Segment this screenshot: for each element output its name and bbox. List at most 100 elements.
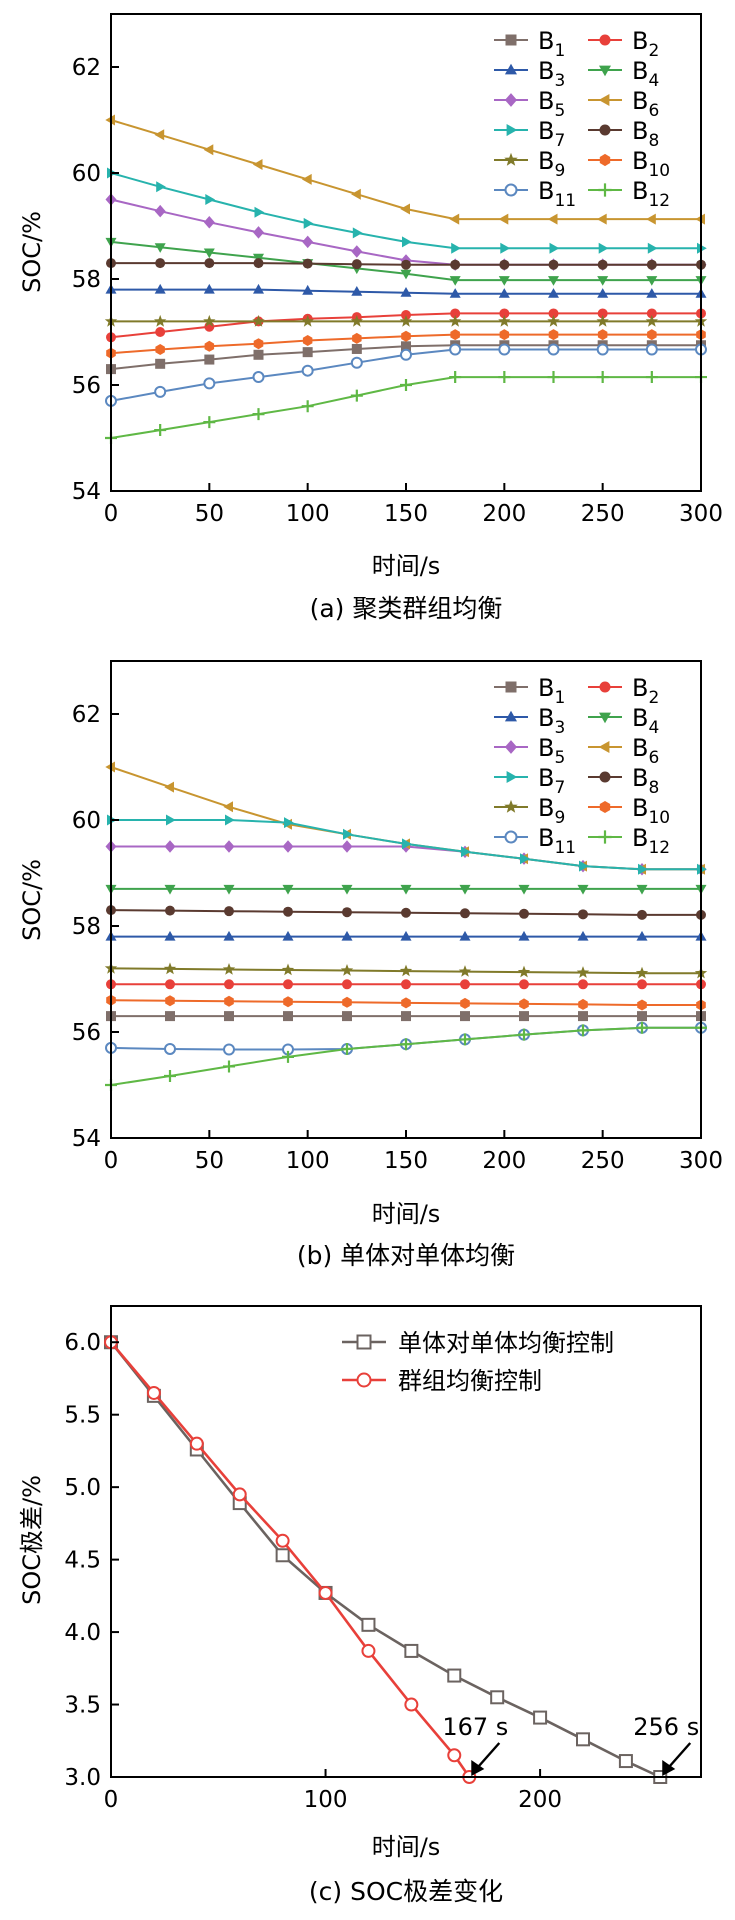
legend-item-B3: B3 [494,57,565,91]
legend-item-B5: B5 [494,87,565,121]
legend-label-sub: 10 [648,808,670,828]
data-point [400,348,412,361]
legend-label: B6 [632,87,659,121]
legend-label: B10 [632,794,670,828]
y-tick-label: 5.0 [64,1475,101,1501]
data-point [490,1690,505,1705]
legend-label: B10 [632,147,670,181]
y-tick-label: 58 [72,914,101,940]
data-point [282,884,294,895]
y-tick-label: 56 [72,373,101,399]
data-point [275,1548,290,1563]
series-B6 [105,114,705,225]
data-point [253,338,264,350]
data-point [647,242,658,254]
legend-marker [599,34,611,46]
data-point [342,979,352,990]
legend-label: B9 [538,794,565,828]
data-point [282,930,294,941]
legend-label-base: B [632,704,648,732]
legend-marker [504,152,518,166]
data-point [459,884,471,895]
data-point [638,863,648,875]
data-point [498,314,511,327]
legend-label: B2 [632,27,659,61]
data-point [164,930,176,941]
data-point [146,1385,161,1400]
legend-marker [504,830,518,844]
legend-label-base: B [632,147,648,175]
series-单体对单体均衡控制 [104,1335,668,1784]
series-B10 [106,994,706,1011]
y-tick-label: 3.0 [64,1765,101,1791]
annotation-arrow-shaft [475,1742,501,1770]
data-point [341,930,353,941]
data-point [520,853,530,865]
y-tick-label: 56 [72,1020,101,1046]
data-point [637,1011,647,1022]
x-tick-label: 50 [195,1148,224,1174]
y-tick-label: 60 [72,808,101,834]
legend-marker [599,771,611,783]
legend-label-base: B [632,794,648,822]
data-point [460,1011,470,1022]
data-point [352,227,363,239]
data-point [449,288,461,298]
legend-label: B8 [632,117,659,151]
y-tick-label: 54 [72,1126,101,1152]
series-B3 [105,930,707,941]
data-point [576,1732,590,1747]
legend-marker [504,63,517,75]
data-point [154,424,167,437]
data-point [597,308,608,319]
data-point [579,860,589,872]
data-point [301,314,314,327]
series-B9 [104,961,708,979]
data-point [499,308,510,319]
data-point [401,997,411,1009]
data-point [283,1011,293,1022]
data-point [596,343,609,356]
data-point [164,781,174,793]
series-B5 [105,193,707,271]
data-point [164,1069,176,1082]
legend-marker [598,94,610,106]
data-point [518,1028,530,1041]
series-B4 [105,884,707,895]
data-point [361,1643,376,1658]
data-point [447,1748,462,1763]
data-point [461,846,471,858]
legend-item-B7: B7 [494,764,565,798]
legend-label: B1 [538,27,565,61]
legend-label: B4 [632,57,659,91]
annotation-arrow-head [471,1760,485,1776]
x-tick-label: 150 [384,1148,428,1174]
legend-item-B5: B5 [494,734,565,768]
panel-b-xlabel: 时间/s [372,1200,441,1228]
data-point [282,840,294,853]
legend-label-sub: 1 [554,688,565,708]
annotation-arrow-head [662,1760,676,1776]
data-point [361,1617,376,1632]
data-point [154,204,166,218]
data-point [165,1011,175,1022]
series-B8 [106,258,706,270]
data-point [400,287,412,297]
data-point [156,181,166,193]
panel-b-ylabel: SOC/% [18,859,46,941]
data-point [351,245,363,258]
data-point [155,344,165,355]
data-point [498,371,511,384]
data-point [646,276,658,286]
data-point [547,213,558,225]
panel-c: 0 100 200 3.0 3.5 4.0 4.5 5.0 5.5 6.0 单体对单体均衡控制群组… [18,1305,702,1906]
data-point [548,276,559,286]
legend-label: B8 [632,764,659,798]
data-point [275,1533,290,1548]
panel-c-series [104,1335,668,1784]
data-point [637,909,647,920]
legend-label-base: B [632,824,648,852]
data-point [400,379,412,391]
